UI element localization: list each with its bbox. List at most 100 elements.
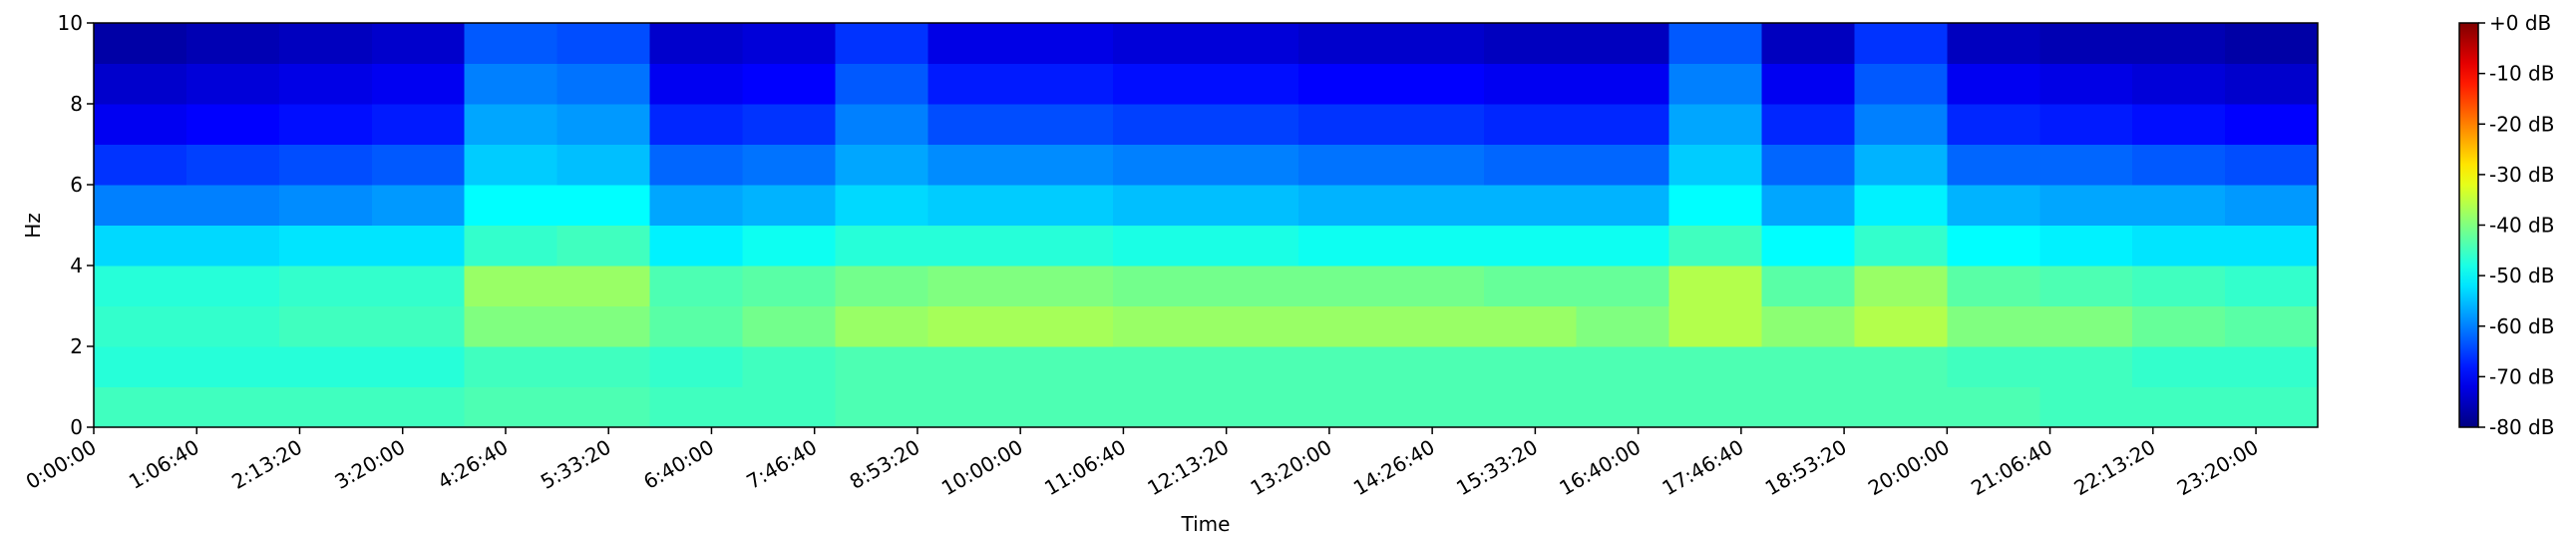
- heatmap-cell: [185, 225, 280, 267]
- heatmap-cell: [1854, 63, 1948, 105]
- heatmap-cell: [185, 63, 280, 105]
- heatmap-cell: [2225, 23, 2319, 64]
- heatmap-cell: [649, 23, 743, 64]
- heatmap-cell: [649, 266, 743, 306]
- colorbar-tick-label: -20 dB: [2489, 112, 2554, 136]
- heatmap-cell: [2132, 185, 2226, 226]
- colorbar-tick-label: -70 dB: [2489, 364, 2554, 388]
- heatmap-cell: [1483, 305, 1578, 347]
- colorbar-tick-label: -80 dB: [2489, 415, 2554, 439]
- heatmap-cell: [835, 144, 928, 186]
- y-tick-label: 4: [70, 254, 83, 277]
- heatmap-cell: [1483, 23, 1578, 64]
- heatmap-cell: [2225, 346, 2319, 387]
- heatmap-cell: [2039, 305, 2133, 347]
- heatmap-cell: [1020, 144, 1114, 186]
- y-tick-label: 10: [58, 11, 83, 35]
- heatmap-cell: [2132, 63, 2226, 105]
- heatmap-cell: [2225, 386, 2319, 428]
- heatmap-cell: [278, 23, 373, 64]
- heatmap-cell: [94, 23, 187, 64]
- heatmap-cell: [185, 23, 280, 64]
- heatmap-cell: [1668, 185, 1762, 226]
- heatmap-cell: [1668, 305, 1762, 347]
- heatmap-cell: [556, 225, 650, 267]
- heatmap-cell: [1761, 305, 1855, 347]
- colorbar-tick-label: -40 dB: [2489, 214, 2554, 238]
- heatmap-cell: [1947, 63, 2040, 105]
- heatmap-cell: [1854, 185, 1948, 226]
- heatmap-cell: [1020, 104, 1114, 145]
- heatmap-cell: [1390, 144, 1485, 186]
- y-tick-label: 0: [70, 415, 83, 439]
- heatmap-cell: [2132, 225, 2226, 267]
- y-tick-label: 6: [70, 173, 83, 197]
- heatmap-cell: [1854, 104, 1948, 145]
- heatmap-cell: [2225, 225, 2319, 267]
- heatmap-cell: [2132, 305, 2226, 347]
- heatmap-cell: [1113, 104, 1207, 145]
- heatmap-cell: [2039, 23, 2133, 64]
- x-tick-label: 15:33:20: [1452, 435, 1542, 501]
- heatmap-cell: [835, 266, 928, 306]
- heatmap-cell: [1576, 23, 1670, 64]
- heatmap-cell: [1297, 185, 1392, 226]
- heatmap-cell: [1483, 63, 1578, 105]
- heatmap-cell: [185, 144, 280, 186]
- heatmap-cell: [94, 225, 187, 267]
- heatmap-cell: [927, 305, 1021, 347]
- heatmap-cell: [1761, 144, 1855, 186]
- heatmap-cell: [278, 144, 373, 186]
- heatmap-cell: [556, 23, 650, 64]
- heatmap-cell: [1854, 23, 1948, 64]
- heatmap-cell: [1947, 23, 2040, 64]
- heatmap-cell: [1668, 144, 1762, 186]
- heatmap-cell: [1113, 225, 1207, 267]
- heatmap-cell: [927, 266, 1021, 306]
- heatmap-cell: [556, 386, 650, 428]
- heatmap-cell: [1390, 386, 1485, 428]
- heatmap-cell: [94, 386, 187, 428]
- heatmap-cell: [2225, 104, 2319, 145]
- heatmap-cell: [649, 386, 743, 428]
- heatmap-cell: [927, 185, 1021, 226]
- heatmap-cell: [2225, 305, 2319, 347]
- heatmap-cell: [1668, 225, 1762, 267]
- x-tick-label: 1:06:40: [125, 435, 203, 494]
- heatmap-cell: [2039, 144, 2133, 186]
- heatmap-cell: [464, 386, 558, 428]
- heatmap-cell: [742, 104, 836, 145]
- heatmap-cell: [1483, 185, 1578, 226]
- heatmap-cell: [927, 104, 1021, 145]
- heatmap-cell: [94, 266, 187, 306]
- heatmap-cell: [1206, 23, 1299, 64]
- heatmap-cell: [464, 346, 558, 387]
- heatmap-cell: [2039, 266, 2133, 306]
- heatmap-cell: [371, 225, 466, 267]
- heatmap-cell: [1761, 185, 1855, 226]
- heatmap-cell: [2039, 185, 2133, 226]
- heatmap-cell: [1020, 23, 1114, 64]
- heatmap-cell: [1947, 386, 2040, 428]
- heatmap-cell: [1206, 386, 1299, 428]
- heatmap-cell: [278, 104, 373, 145]
- colorbar: [2458, 22, 2479, 428]
- heatmap-cell: [556, 185, 650, 226]
- heatmap-cell: [649, 305, 743, 347]
- heatmap-cell: [1113, 23, 1207, 64]
- heatmap-cell: [835, 386, 928, 428]
- x-tick-label: 10:00:00: [937, 435, 1027, 501]
- heatmap-cell: [556, 346, 650, 387]
- heatmap-cell: [556, 144, 650, 186]
- heatmap-cell: [371, 266, 466, 306]
- x-tick-label: 22:13:20: [2070, 435, 2160, 501]
- heatmap-cell: [1297, 144, 1392, 186]
- x-tick-label: 18:53:20: [1761, 435, 1851, 501]
- heatmap-cell: [1297, 225, 1392, 267]
- heatmap-cell: [464, 63, 558, 105]
- heatmap-cell: [2039, 104, 2133, 145]
- heatmap-cell: [1483, 104, 1578, 145]
- x-tick-label: 4:26:40: [434, 435, 513, 494]
- heatmap-cell: [1390, 305, 1485, 347]
